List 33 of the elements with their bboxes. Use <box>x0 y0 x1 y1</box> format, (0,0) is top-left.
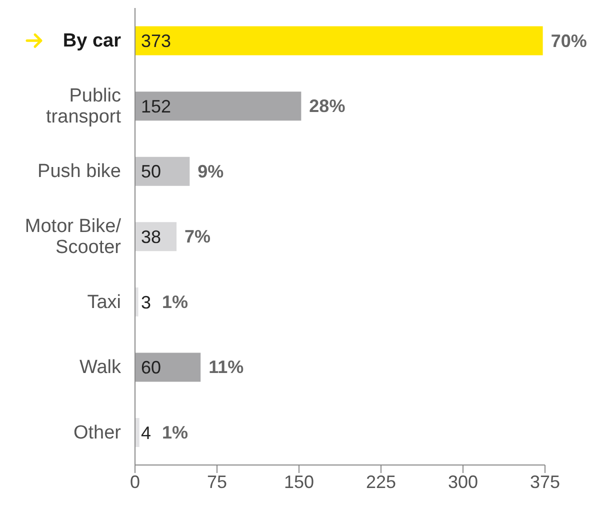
bar <box>135 352 201 382</box>
x-tick-label: 75 <box>206 472 228 492</box>
y-tick-label: Motor Bike/ Scooter <box>24 216 122 258</box>
y-tick-label: Taxi <box>87 292 121 313</box>
y-tick-label: Other <box>73 422 122 444</box>
y-tick-label: Walk <box>79 357 122 378</box>
bar <box>135 287 138 316</box>
annotation: 7% <box>184 226 211 247</box>
data-label: 3 <box>141 292 152 312</box>
y-tick-label: Push bike <box>38 161 121 182</box>
data-label: 38 <box>141 227 162 248</box>
bar <box>135 26 543 56</box>
annotation: 28% <box>309 96 346 116</box>
y-tick-label: By car <box>62 30 122 52</box>
x-tick-label: 300 <box>448 472 478 492</box>
bar <box>135 156 190 186</box>
x-tick-label: 225 <box>366 472 396 492</box>
annotation: 70% <box>550 30 587 51</box>
data-label: 50 <box>141 162 162 182</box>
data-label: 373 <box>141 31 172 52</box>
y-tick-label: Public transport <box>46 85 122 128</box>
x-tick-label: 150 <box>284 472 314 492</box>
annotation: 1% <box>162 292 188 312</box>
x-tick-label: 375 <box>530 472 560 492</box>
data-label: 60 <box>141 358 162 378</box>
bar <box>135 92 302 121</box>
data-label: 152 <box>141 96 172 116</box>
annotation: 11% <box>208 357 244 378</box>
bar <box>135 418 140 447</box>
x-tick-label: 0 <box>130 472 140 492</box>
annotation: 9% <box>198 161 224 182</box>
annotation: 1% <box>162 422 188 442</box>
data-label: 4 <box>141 422 152 443</box>
